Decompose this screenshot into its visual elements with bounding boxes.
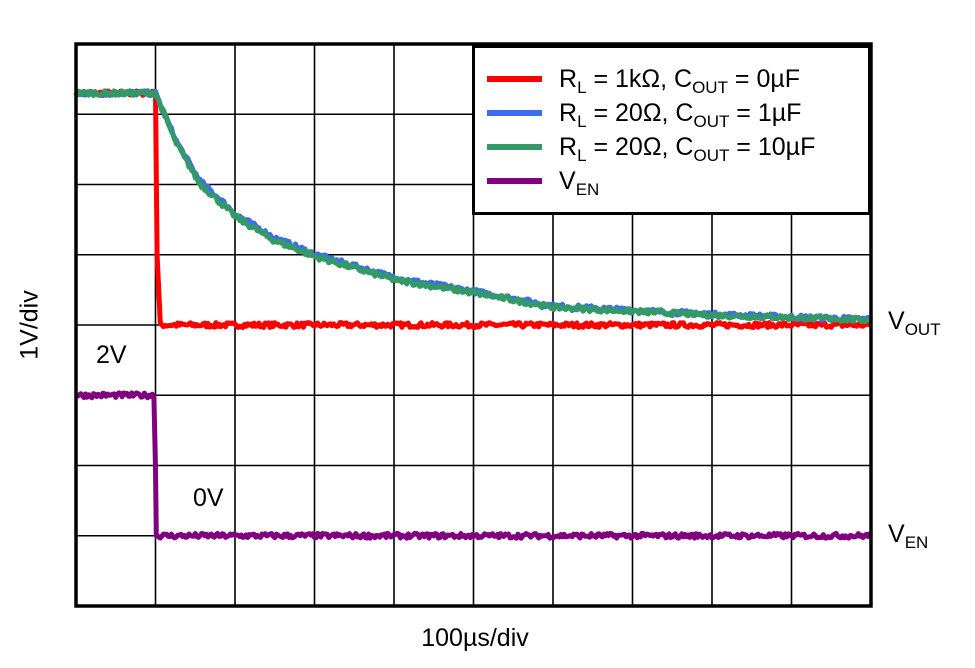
legend-label: VEN <box>559 166 600 199</box>
legend-swatch <box>487 110 542 116</box>
trace-ven <box>75 390 874 541</box>
trace-rl-1k-cout-0uf <box>73 88 873 330</box>
legend-swatch <box>487 178 542 184</box>
legend-entry-20-1uF: RL = 20Ω, COUT = 1µF <box>487 96 801 130</box>
ven-trace-label: VEN <box>888 520 929 552</box>
legend-entry-20-10uF: RL = 20Ω, COUT = 10µF <box>487 130 815 164</box>
legend-entry-1k-0uF: RL = 1kΩ, COUT = 0µF <box>487 62 800 96</box>
ven-high-label: 2V <box>96 341 127 369</box>
legend-label: RL = 20Ω, COUT = 10µF <box>559 132 816 165</box>
plot-frame <box>74 42 873 608</box>
legend-label: RL = 20Ω, COUT = 1µF <box>559 98 802 131</box>
vout-trace-label: VOUT <box>888 307 941 339</box>
x-axis-label: 100µs/div <box>421 624 529 652</box>
y-axis-label: 1V/div <box>15 290 44 360</box>
trace-rl-20-cout-10uf <box>74 88 873 325</box>
traces <box>73 88 874 541</box>
legend-swatch <box>487 144 542 150</box>
legend-label: RL = 1kΩ, COUT = 0µF <box>559 64 801 97</box>
legend-swatch <box>487 76 542 82</box>
legend-entry-ven: VEN <box>487 164 599 198</box>
ven-low-label: 0V <box>193 484 224 512</box>
legend: RL = 1kΩ, COUT = 0µF RL = 20Ω, COUT = 1µ… <box>472 45 871 215</box>
